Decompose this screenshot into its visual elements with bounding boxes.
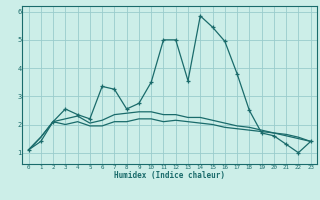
X-axis label: Humidex (Indice chaleur): Humidex (Indice chaleur) <box>114 171 225 180</box>
